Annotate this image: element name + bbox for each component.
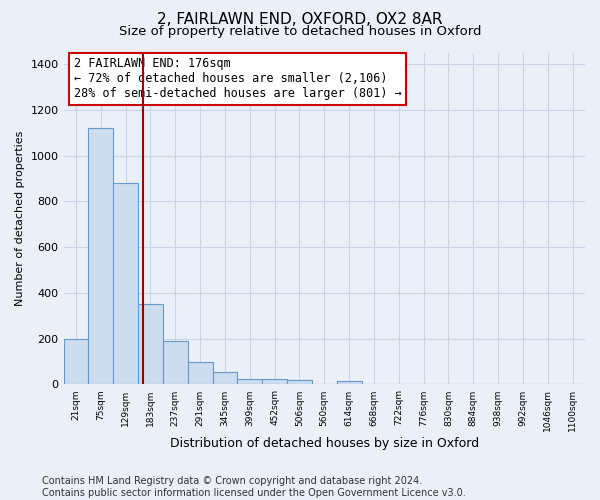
Text: Contains HM Land Registry data © Crown copyright and database right 2024.
Contai: Contains HM Land Registry data © Crown c… — [42, 476, 466, 498]
Bar — [163, 341, 188, 384]
Bar — [88, 128, 113, 384]
Bar — [212, 372, 238, 384]
X-axis label: Distribution of detached houses by size in Oxford: Distribution of detached houses by size … — [170, 437, 479, 450]
Bar — [238, 379, 262, 384]
Bar — [188, 362, 212, 384]
Text: 2, FAIRLAWN END, OXFORD, OX2 8AR: 2, FAIRLAWN END, OXFORD, OX2 8AR — [157, 12, 443, 28]
Text: Size of property relative to detached houses in Oxford: Size of property relative to detached ho… — [119, 25, 481, 38]
Text: 2 FAIRLAWN END: 176sqm
← 72% of detached houses are smaller (2,106)
28% of semi-: 2 FAIRLAWN END: 176sqm ← 72% of detached… — [74, 58, 402, 100]
Bar — [262, 379, 287, 384]
Bar — [113, 183, 138, 384]
Bar — [337, 382, 362, 384]
Bar — [287, 380, 312, 384]
Bar — [138, 304, 163, 384]
Bar — [64, 340, 88, 384]
Y-axis label: Number of detached properties: Number of detached properties — [15, 131, 25, 306]
